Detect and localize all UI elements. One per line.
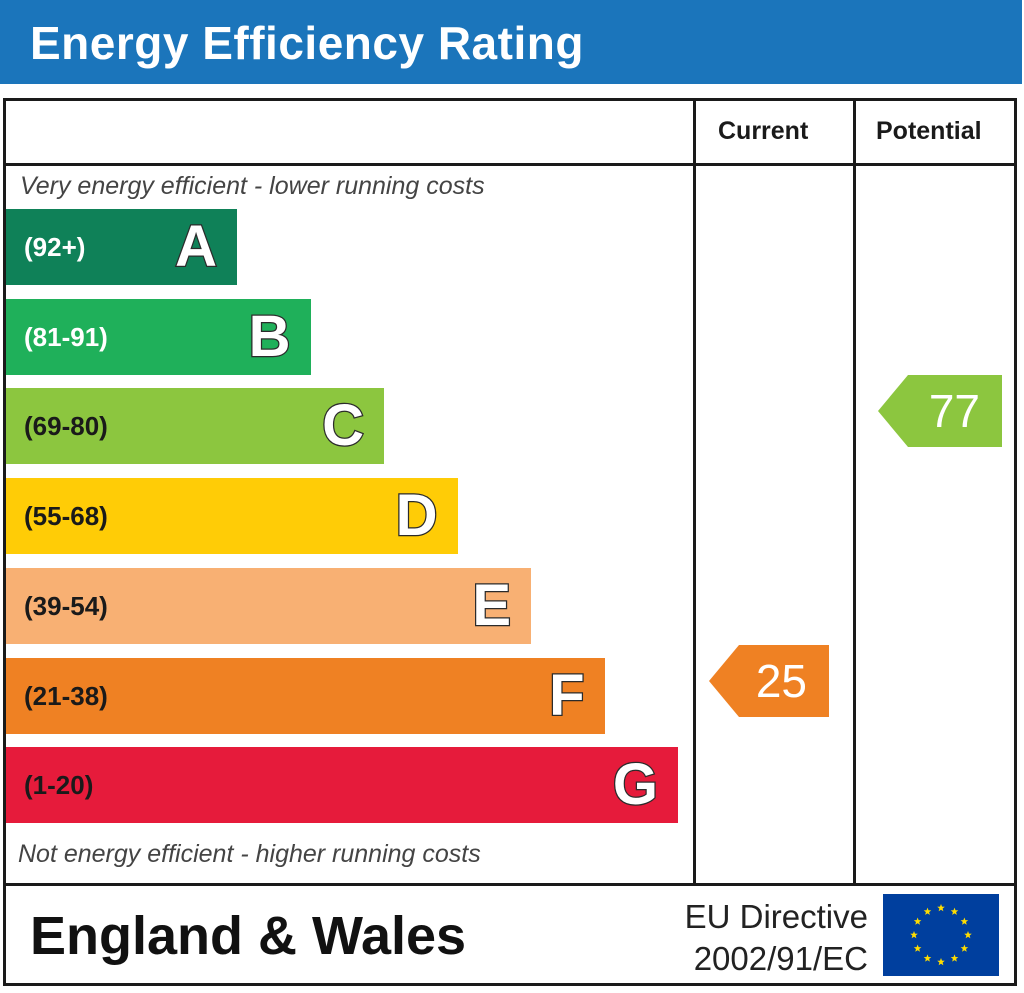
current-rating-arrow: 25 — [709, 644, 829, 717]
eu-star — [960, 917, 969, 925]
divider-header — [5, 163, 1015, 166]
band-range-label: (81-91) — [24, 321, 108, 352]
band-e: (39-54) E — [6, 567, 531, 644]
page-title: Energy Efficiency Rating — [30, 17, 584, 69]
eu-flag-icon — [883, 894, 999, 976]
current-column-header: Current — [718, 117, 809, 145]
eu-star — [937, 958, 945, 966]
band-letter: D — [394, 482, 438, 550]
band-f: (21-38) F — [6, 657, 605, 734]
eu-flag-stars — [910, 904, 972, 966]
divider-footer — [5, 883, 1015, 886]
divider-current-left — [693, 100, 696, 886]
chart-frame — [3, 98, 1017, 986]
band-letter: C — [321, 392, 365, 460]
header-bar: Energy Efficiency Rating — [0, 0, 1022, 84]
band-range-label: (92+) — [24, 232, 86, 262]
current-rating-arrow-value: 25 — [755, 654, 807, 707]
band-letter: A — [174, 213, 218, 281]
band-g: (1-20) G — [6, 747, 678, 824]
potential-rating-arrow-value: 77 — [928, 385, 980, 438]
eu-star — [923, 954, 932, 962]
eu-star — [910, 931, 918, 939]
directive-label: EU Directive 2002/91/EC — [668, 896, 868, 980]
directive-line1: EU Directive — [684, 898, 868, 935]
divider-potential-left — [853, 100, 856, 886]
caption-top: Very energy efficient - lower running co… — [20, 172, 485, 200]
band-letter: F — [548, 661, 586, 729]
eu-star — [913, 944, 922, 952]
band-letter: B — [247, 302, 291, 370]
eu-star — [950, 954, 959, 962]
directive-line2: 2002/91/EC — [693, 940, 868, 977]
band-d: (55-68) D — [6, 478, 458, 555]
potential-rating-arrow: 77 — [878, 375, 1002, 448]
eu-star — [923, 907, 932, 915]
band-range-label: (55-68) — [24, 501, 108, 532]
band-letter: E — [471, 572, 512, 640]
band-b: (81-91) B — [6, 298, 311, 375]
band-range-label: (39-54) — [24, 590, 108, 621]
eu-star — [960, 944, 969, 952]
band-range-label: (69-80) — [24, 411, 108, 442]
potential-column-header: Potential — [876, 117, 982, 145]
eu-star — [913, 917, 922, 925]
band-c: (69-80) C — [6, 388, 384, 465]
eu-star — [964, 931, 972, 939]
band-letter: G — [612, 751, 660, 819]
eu-star — [950, 907, 959, 915]
region-label: England & Wales — [30, 906, 467, 966]
band-range-label: (1-20) — [24, 770, 94, 801]
band-a: (92+) A — [6, 209, 237, 285]
eu-star — [937, 904, 945, 912]
band-range-label: (21-38) — [24, 680, 108, 711]
caption-bottom: Not energy efficient - higher running co… — [18, 840, 481, 868]
